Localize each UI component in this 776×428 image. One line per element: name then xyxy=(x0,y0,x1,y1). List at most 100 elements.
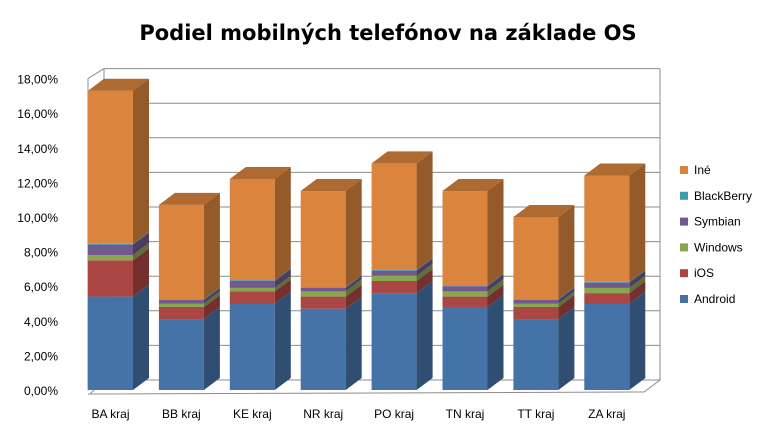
bar-side-blackberry xyxy=(203,287,220,301)
y-tick-label: 2,00% xyxy=(24,349,58,363)
bar-side-symbian xyxy=(416,258,433,276)
side-gridline xyxy=(87,68,105,80)
bar-top xyxy=(88,78,149,91)
bar-segment-blackberry xyxy=(513,299,559,301)
bar-stack xyxy=(300,179,362,390)
bar-side-symbian xyxy=(133,232,149,256)
y-tick-label: 16,00% xyxy=(17,107,58,121)
bar-segment-symbian xyxy=(229,281,275,288)
legend-swatch xyxy=(680,243,688,252)
bar-segment-ios xyxy=(88,260,133,297)
bar-segment-android xyxy=(229,303,275,390)
bar-segment-ios xyxy=(584,293,630,304)
bar-side-windows xyxy=(133,243,149,261)
bar-segment-ios xyxy=(371,281,417,294)
bar-segment-android xyxy=(513,319,559,390)
x-tick-label: ZA kraj xyxy=(588,407,625,421)
bar-side-iné xyxy=(133,78,149,244)
bar-side-blackberry xyxy=(416,257,433,271)
bar-side-ios xyxy=(629,281,646,304)
bar-segment-windows xyxy=(442,291,488,297)
bar-side-android xyxy=(203,307,220,390)
legend-item: Symbian xyxy=(680,215,741,229)
bar-side-windows xyxy=(558,291,575,307)
bar-segment-ios xyxy=(229,291,275,304)
chart-title: Podiel mobilných telefónov na základe OS xyxy=(139,21,636,45)
legend-item: iOS xyxy=(680,266,714,280)
bar-side-blackberry xyxy=(133,231,149,245)
bar-segment-android xyxy=(584,303,630,390)
y-axis: 0,00% 2,00% 4,00% 6,00% 8,00% 10,00% 12,00% 14,… xyxy=(17,73,58,398)
legend-item: BlackBerry xyxy=(680,189,752,203)
bar-segment-iné xyxy=(442,191,488,286)
bar-side-symbian xyxy=(558,288,575,304)
y-tick-label: 12,00% xyxy=(17,176,58,190)
bar-side-windows xyxy=(274,275,291,292)
x-tick-label: TT kraj xyxy=(517,407,554,421)
bar-segment-android xyxy=(300,308,346,390)
bar-side-iné xyxy=(203,192,220,300)
bar-side-windows xyxy=(416,263,433,282)
bar-segment-symbian xyxy=(88,244,133,256)
bar-side-symbian xyxy=(203,288,220,304)
bars xyxy=(88,78,646,390)
bar-segment-symbian xyxy=(513,300,559,304)
bar-top xyxy=(229,166,291,179)
bar-segment-ios xyxy=(300,296,346,309)
bar-side-android xyxy=(629,291,646,390)
bar-stack xyxy=(229,166,291,390)
y-tick-label: 4,00% xyxy=(24,315,58,329)
bar-segment-windows xyxy=(513,303,559,307)
x-tick-label: BA kraj xyxy=(91,407,129,421)
x-tick-label: BB kraj xyxy=(162,407,201,421)
bar-side-windows xyxy=(629,275,646,294)
bar-segment-iné xyxy=(229,178,275,281)
bar-side-ios xyxy=(274,279,291,304)
bar-side-iné xyxy=(416,151,433,270)
bar-side-android xyxy=(274,291,291,390)
bar-side-ios xyxy=(487,284,504,307)
y-tick-label: 0,00% xyxy=(24,384,58,398)
x-tick-label: PO kraj xyxy=(374,407,414,421)
y-tick-label: 8,00% xyxy=(24,246,58,260)
bar-segment-blackberry xyxy=(88,243,133,245)
bar-stack xyxy=(371,151,433,390)
bar-segment-iné xyxy=(371,163,417,270)
bar-segment-symbian xyxy=(584,282,630,288)
bar-segment-blackberry xyxy=(300,287,346,288)
bar-side-windows xyxy=(345,279,362,297)
legend-label: Symbian xyxy=(694,215,741,229)
bar-stack xyxy=(442,179,504,390)
bar-side-ios xyxy=(203,294,220,320)
bar-segment-iné xyxy=(158,204,204,300)
bar-side-blackberry xyxy=(487,273,504,287)
bar-top xyxy=(513,205,575,217)
bar-side-ios xyxy=(133,248,149,297)
bar-segment-windows xyxy=(371,275,417,282)
legend-swatch xyxy=(680,217,688,226)
legend-label: BlackBerry xyxy=(694,189,752,203)
x-axis: BA kraj BB kraj KE kraj NR kraj PO kraj TN kr… xyxy=(91,407,625,421)
x-tick-label: TN kraj xyxy=(446,407,485,421)
bar-top xyxy=(300,179,362,192)
legend-item: Android xyxy=(680,292,735,306)
bar-segment-iné xyxy=(300,191,346,288)
bar-side-iné xyxy=(629,163,646,282)
bar-stack xyxy=(88,78,149,390)
bar-segment-blackberry xyxy=(442,285,488,287)
bar-side-android xyxy=(133,284,149,390)
bar-segment-android xyxy=(371,293,417,390)
bar-stack xyxy=(158,192,220,390)
legend-swatch xyxy=(680,269,688,278)
bar-side-blackberry xyxy=(629,269,646,283)
bar-segment-iné xyxy=(584,175,630,282)
bar-segment-blackberry xyxy=(584,281,630,283)
bar-segment-windows xyxy=(229,287,275,292)
bar-side-blackberry xyxy=(345,275,362,288)
bar-segment-windows xyxy=(300,291,346,297)
bar-segment-windows xyxy=(584,287,630,294)
bar-side-blackberry xyxy=(274,268,291,282)
bar-segment-blackberry xyxy=(229,280,275,282)
bar-side-symbian xyxy=(274,269,291,288)
legend-swatch xyxy=(680,191,688,200)
